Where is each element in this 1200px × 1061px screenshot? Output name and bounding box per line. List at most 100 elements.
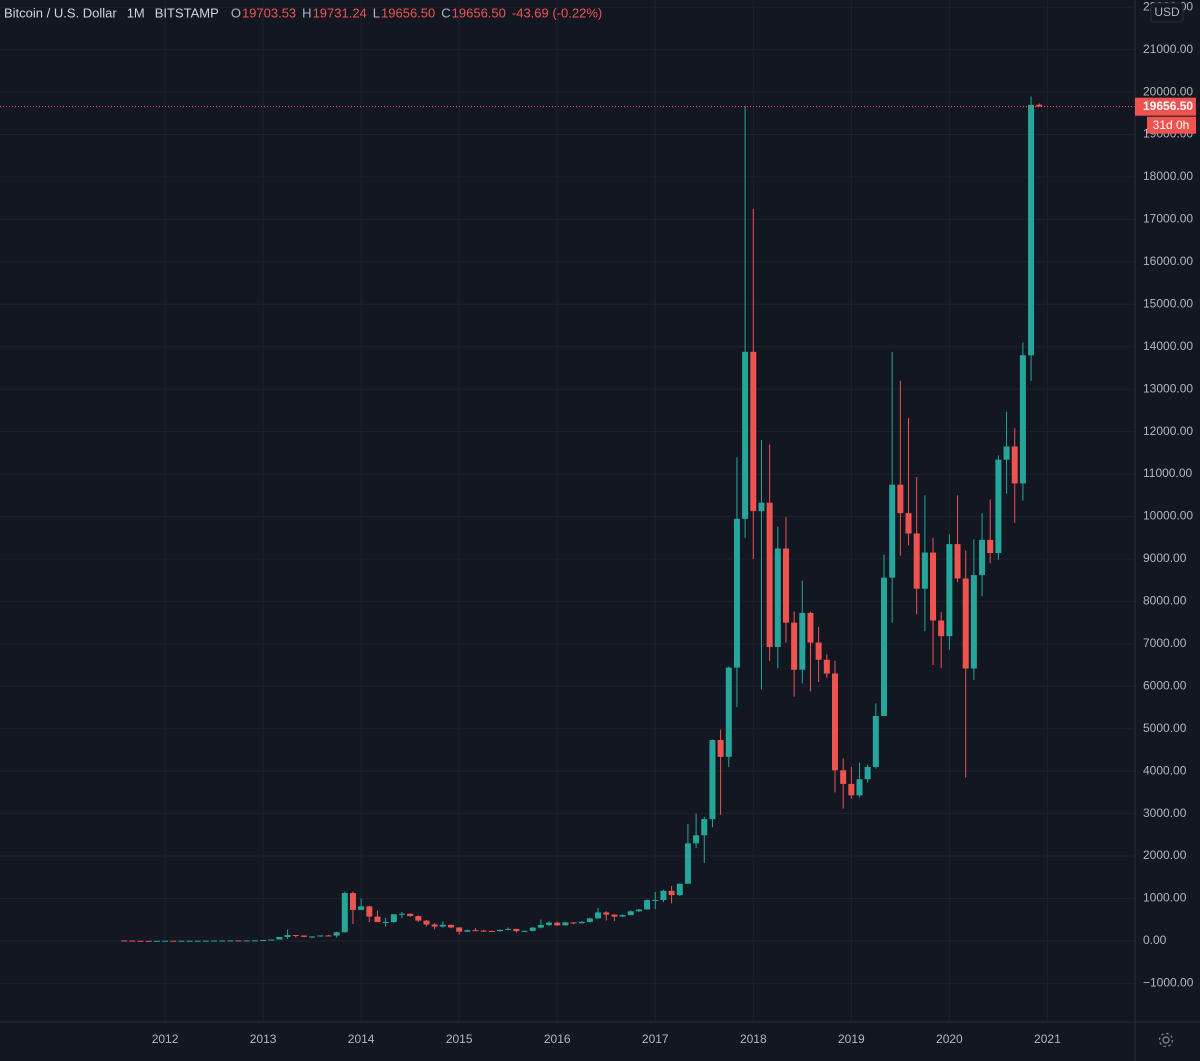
y-tick-label: 16000.00 <box>1143 254 1193 268</box>
candle-body <box>872 715 879 767</box>
candle-body <box>750 351 757 512</box>
candle-body <box>603 912 610 915</box>
candle-body <box>349 893 356 910</box>
candle-body <box>897 484 904 514</box>
candle-body <box>121 940 128 942</box>
candle-body <box>586 918 593 922</box>
candle-body <box>946 544 953 637</box>
candle-body <box>333 932 340 936</box>
candle-body <box>235 940 242 942</box>
y-tick-label: −1000.00 <box>1143 976 1194 990</box>
candle-body <box>766 502 773 647</box>
candle-body <box>709 739 716 820</box>
candle-body <box>1019 355 1026 484</box>
y-tick-label: 18000.00 <box>1143 169 1193 183</box>
candle-body <box>292 935 299 937</box>
candle-body <box>448 924 454 928</box>
candle-body <box>472 930 479 932</box>
candle-body <box>219 940 226 942</box>
x-tick-label: 2015 <box>446 1032 473 1046</box>
settings-icon[interactable] <box>1158 1032 1174 1048</box>
candle-body <box>480 930 487 932</box>
candle-body <box>913 533 920 589</box>
y-tick-label: 3000.00 <box>1143 806 1187 820</box>
countdown-box <box>1147 116 1196 134</box>
candle-body <box>799 612 806 670</box>
header: Bitcoin / U.S. Dollar 1M BITSTAMP O 19703.53… <box>4 5 602 20</box>
y-tick-label: 6000.00 <box>1143 678 1187 692</box>
candle-body <box>309 936 316 938</box>
candle-body <box>1028 104 1035 356</box>
y-tick-label: 12000.00 <box>1143 424 1193 438</box>
candle-body <box>162 940 169 942</box>
candle-body <box>938 620 945 637</box>
candle-body <box>243 940 250 942</box>
candle-body <box>889 484 896 578</box>
candle-body <box>742 351 749 519</box>
candle-body <box>251 940 258 942</box>
candle-body <box>407 913 414 917</box>
x-tick-label: 2020 <box>936 1032 963 1046</box>
candle-body <box>170 940 177 942</box>
candle-body <box>676 883 683 896</box>
candle-body <box>521 930 528 932</box>
currency-box[interactable] <box>1150 2 1184 23</box>
exchange: BITSTAMP <box>155 5 219 20</box>
candle-body <box>137 940 144 942</box>
candle-body <box>733 518 740 668</box>
last-price-box <box>1135 97 1196 116</box>
candle-body <box>129 940 136 942</box>
candle-body <box>930 552 937 621</box>
candle-body <box>398 913 405 915</box>
candle-body <box>211 940 218 942</box>
y-tick-label: 0.00 <box>1143 933 1167 947</box>
candle-body <box>488 930 495 932</box>
change: -43.69 (-0.22%) <box>512 5 602 20</box>
candle-body <box>807 612 814 643</box>
candle-body <box>840 770 847 784</box>
candle-body <box>856 779 863 796</box>
candle-body <box>823 659 830 674</box>
x-tick-label: 2017 <box>642 1032 669 1046</box>
currency[interactable]: USD <box>1154 5 1180 19</box>
candle-body <box>268 939 275 941</box>
candle-body <box>595 912 602 919</box>
candle-body <box>317 935 324 937</box>
candle-body <box>145 940 152 942</box>
candle-body <box>635 909 642 912</box>
ohlc-value: 19703.53 <box>242 5 296 20</box>
candle-body <box>300 935 307 937</box>
candle-body <box>546 922 553 925</box>
candle-body <box>1036 104 1043 107</box>
candle-body <box>554 922 561 926</box>
x-tick-label: 2012 <box>152 1032 179 1046</box>
candle-body <box>725 667 732 757</box>
candle-body <box>456 927 463 932</box>
candles <box>0 96 1135 942</box>
countdown: 31d 0h <box>1153 118 1190 132</box>
x-tick-label: 2013 <box>250 1032 277 1046</box>
candle-body <box>962 578 969 669</box>
y-tick-label: 11000.00 <box>1143 466 1192 480</box>
candle-body <box>831 673 838 771</box>
y-tick-label: 17000.00 <box>1143 212 1193 226</box>
y-tick-label: 5000.00 <box>1143 721 1187 735</box>
axes: −1000.00 0.00 1000.00 2000.00 3000.00 4000.00… <box>152 0 1196 1046</box>
candle-body <box>864 766 871 780</box>
ohlc-key: C <box>441 5 450 20</box>
y-tick-label: 14000.00 <box>1143 339 1193 353</box>
candle-body <box>627 911 634 916</box>
candle-body <box>464 930 471 932</box>
candle-body <box>415 916 422 921</box>
y-tick-label: 9000.00 <box>1143 551 1187 565</box>
ohlc-key: O <box>231 5 241 20</box>
candle-body <box>341 893 348 933</box>
candle-body <box>881 577 888 716</box>
y-tick-label: 4000.00 <box>1143 763 1187 777</box>
ohlc-key: L <box>373 5 380 20</box>
candle-body <box>611 914 618 917</box>
interval: 1M <box>127 5 145 20</box>
